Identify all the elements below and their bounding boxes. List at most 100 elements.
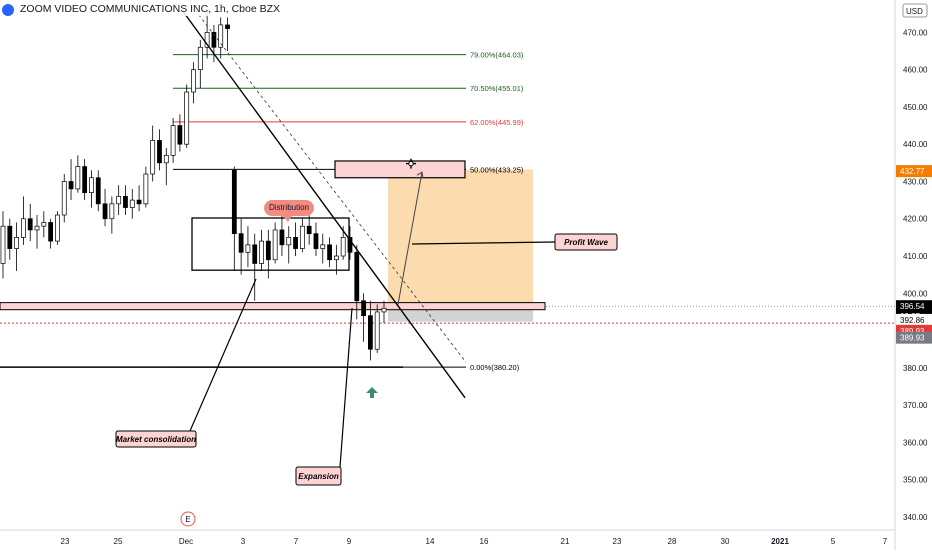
x-tick-label: Dec xyxy=(179,537,193,546)
y-tick-label: 440.00 xyxy=(903,140,928,149)
y-tick-label: 370.00 xyxy=(903,401,928,410)
price-tag-box xyxy=(896,300,932,313)
currency-box[interactable] xyxy=(902,3,928,18)
candle-body xyxy=(368,315,373,350)
candle-body xyxy=(61,181,67,216)
candle-body xyxy=(48,222,54,242)
x-tick-label: 9 xyxy=(347,537,352,546)
x-tick-label: 28 xyxy=(668,537,677,546)
candle-body xyxy=(259,240,264,264)
candle-body xyxy=(129,199,135,208)
x-tick-label: 23 xyxy=(613,537,622,546)
y-tick-label: 380.00 xyxy=(903,364,928,373)
fib-level-label: 62.00%(445.99) xyxy=(470,118,524,127)
candle-body xyxy=(272,229,278,261)
candle-body xyxy=(381,307,387,313)
candle-body xyxy=(333,255,339,261)
candle-body xyxy=(95,177,101,205)
y-tick-label: 450.00 xyxy=(903,103,928,112)
candle-body xyxy=(320,244,326,249)
candle-body xyxy=(299,225,305,249)
y-tick-label: 460.00 xyxy=(903,66,928,75)
candle-body xyxy=(177,125,183,145)
price-tag-label: 392.86 xyxy=(900,316,925,325)
candle-body xyxy=(327,244,332,261)
candle-body xyxy=(204,32,210,48)
x-tick-label: 14 xyxy=(426,537,435,546)
fib-level-label: 0.00%(380.20) xyxy=(470,363,520,372)
target-zone-box xyxy=(334,160,466,179)
candle-body xyxy=(14,237,19,249)
candle-body xyxy=(0,225,6,264)
candle-body xyxy=(354,251,360,302)
move-cursor-icon[interactable] xyxy=(406,158,416,169)
candle-body xyxy=(157,140,162,164)
position-profit-zone xyxy=(388,169,533,307)
candle-body xyxy=(293,237,298,249)
fib-level-label: 79.00%(464.03) xyxy=(470,51,524,60)
candle-body xyxy=(143,173,149,205)
candle-body xyxy=(68,181,74,190)
descending-trendline xyxy=(181,9,466,399)
x-tick-label: 30 xyxy=(721,537,730,546)
fib-level-label: 70.50%(455.01) xyxy=(470,84,524,93)
expansion-callout-label: Expansion xyxy=(298,472,339,481)
profit-wave-callout-label: Profit Wave xyxy=(564,238,608,247)
candle-body xyxy=(225,24,230,29)
price-tag-label: 432.77 xyxy=(900,167,925,176)
candle-body xyxy=(102,203,108,220)
candle-body xyxy=(279,229,285,246)
dashed-trendline xyxy=(194,9,467,363)
candle-body xyxy=(150,140,156,175)
earnings-marker-label: E xyxy=(185,515,190,524)
x-tick-label: 25 xyxy=(114,537,123,546)
candle-body xyxy=(197,46,203,70)
price-tag-label: 389.93 xyxy=(900,327,925,336)
candle-body xyxy=(170,125,176,156)
price-tag-box xyxy=(896,331,932,344)
x-tick-label: 21 xyxy=(561,537,570,546)
candle-body xyxy=(136,199,142,205)
price-tag-box xyxy=(896,165,932,178)
candle-body xyxy=(265,240,271,261)
candle-body xyxy=(245,244,251,253)
candle-body xyxy=(231,169,237,235)
y-tick-label: 400.00 xyxy=(903,289,928,298)
move-cursor-center xyxy=(408,160,414,167)
y-tick-label: 420.00 xyxy=(903,215,928,224)
fib-level-label: 50.00%(433.25) xyxy=(470,165,524,174)
candle-body xyxy=(252,244,258,264)
y-tick-label: 340.00 xyxy=(903,513,928,522)
x-tick-label: 5 xyxy=(831,537,836,546)
price-tag-label: 389.93 xyxy=(900,334,925,343)
market-consolidation-callout-box xyxy=(115,430,197,448)
candle-body xyxy=(75,166,81,190)
candle-body xyxy=(34,225,40,231)
market-consolidation-callout-pointer xyxy=(189,278,257,432)
expansion-callout-pointer xyxy=(339,307,353,468)
candle-body xyxy=(27,218,33,231)
projection-arrow-head xyxy=(416,171,424,179)
candle-body xyxy=(347,237,353,253)
profit-wave-callout-pointer xyxy=(411,241,556,245)
y-tick-label: 410.00 xyxy=(903,252,928,261)
candle-body xyxy=(211,32,217,48)
candle-body xyxy=(361,300,366,317)
candle-body xyxy=(218,24,224,48)
candle-body xyxy=(55,214,60,242)
x-tick-label: 3 xyxy=(241,537,246,546)
x-tick-label: 16 xyxy=(480,537,489,546)
x-tick-label: 23 xyxy=(61,537,70,546)
distribution-badge xyxy=(264,200,314,216)
candle-body xyxy=(163,155,169,164)
y-tick-label: 350.00 xyxy=(903,476,928,485)
price-tag-box xyxy=(896,313,932,326)
price-tag-label: 396.54 xyxy=(900,302,925,311)
candle-body xyxy=(286,237,292,246)
candle-body xyxy=(109,203,115,220)
candle-body xyxy=(7,225,13,249)
candle-body xyxy=(306,225,312,235)
green-up-arrow-icon xyxy=(366,387,378,398)
